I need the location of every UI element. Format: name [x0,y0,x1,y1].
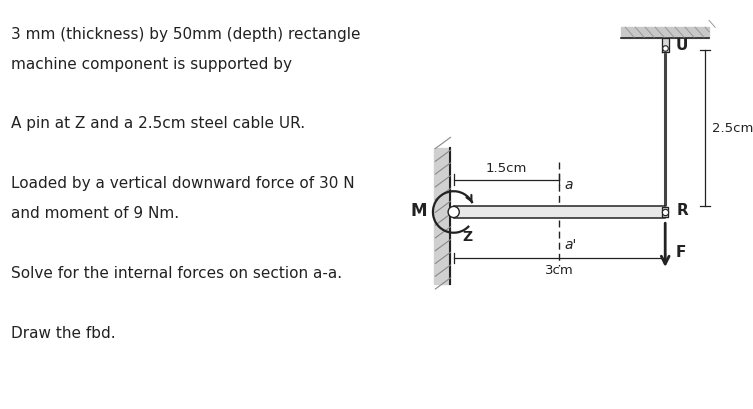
Text: 3 mm (thickness) by 50mm (depth) rectangle: 3 mm (thickness) by 50mm (depth) rectang… [11,27,361,42]
Circle shape [448,207,459,218]
Text: F: F [675,244,685,259]
Text: R: R [676,203,688,218]
Text: Loaded by a vertical downward force of 30 N: Loaded by a vertical downward force of 3… [11,176,355,191]
Polygon shape [434,149,450,284]
Text: U: U [675,38,687,53]
Text: 3cm: 3cm [545,264,574,277]
Text: a': a' [564,238,577,252]
Text: machine component is supported by: machine component is supported by [11,56,292,72]
Text: A pin at Z and a 2.5cm steel cable UR.: A pin at Z and a 2.5cm steel cable UR. [11,116,305,131]
Text: 1.5cm: 1.5cm [486,162,527,175]
Text: 2.5cm: 2.5cm [712,122,753,135]
Text: Z: Z [462,229,473,243]
Bar [453,206,665,219]
Polygon shape [662,207,668,218]
Text: and moment of 9 Nm.: and moment of 9 Nm. [11,206,179,221]
Polygon shape [662,39,669,53]
Text: a: a [564,177,573,191]
Text: M: M [410,202,427,220]
Text: Draw the fbd.: Draw the fbd. [11,325,116,340]
Text: Solve for the internal forces on section a-a.: Solve for the internal forces on section… [11,265,343,281]
Polygon shape [621,28,709,39]
